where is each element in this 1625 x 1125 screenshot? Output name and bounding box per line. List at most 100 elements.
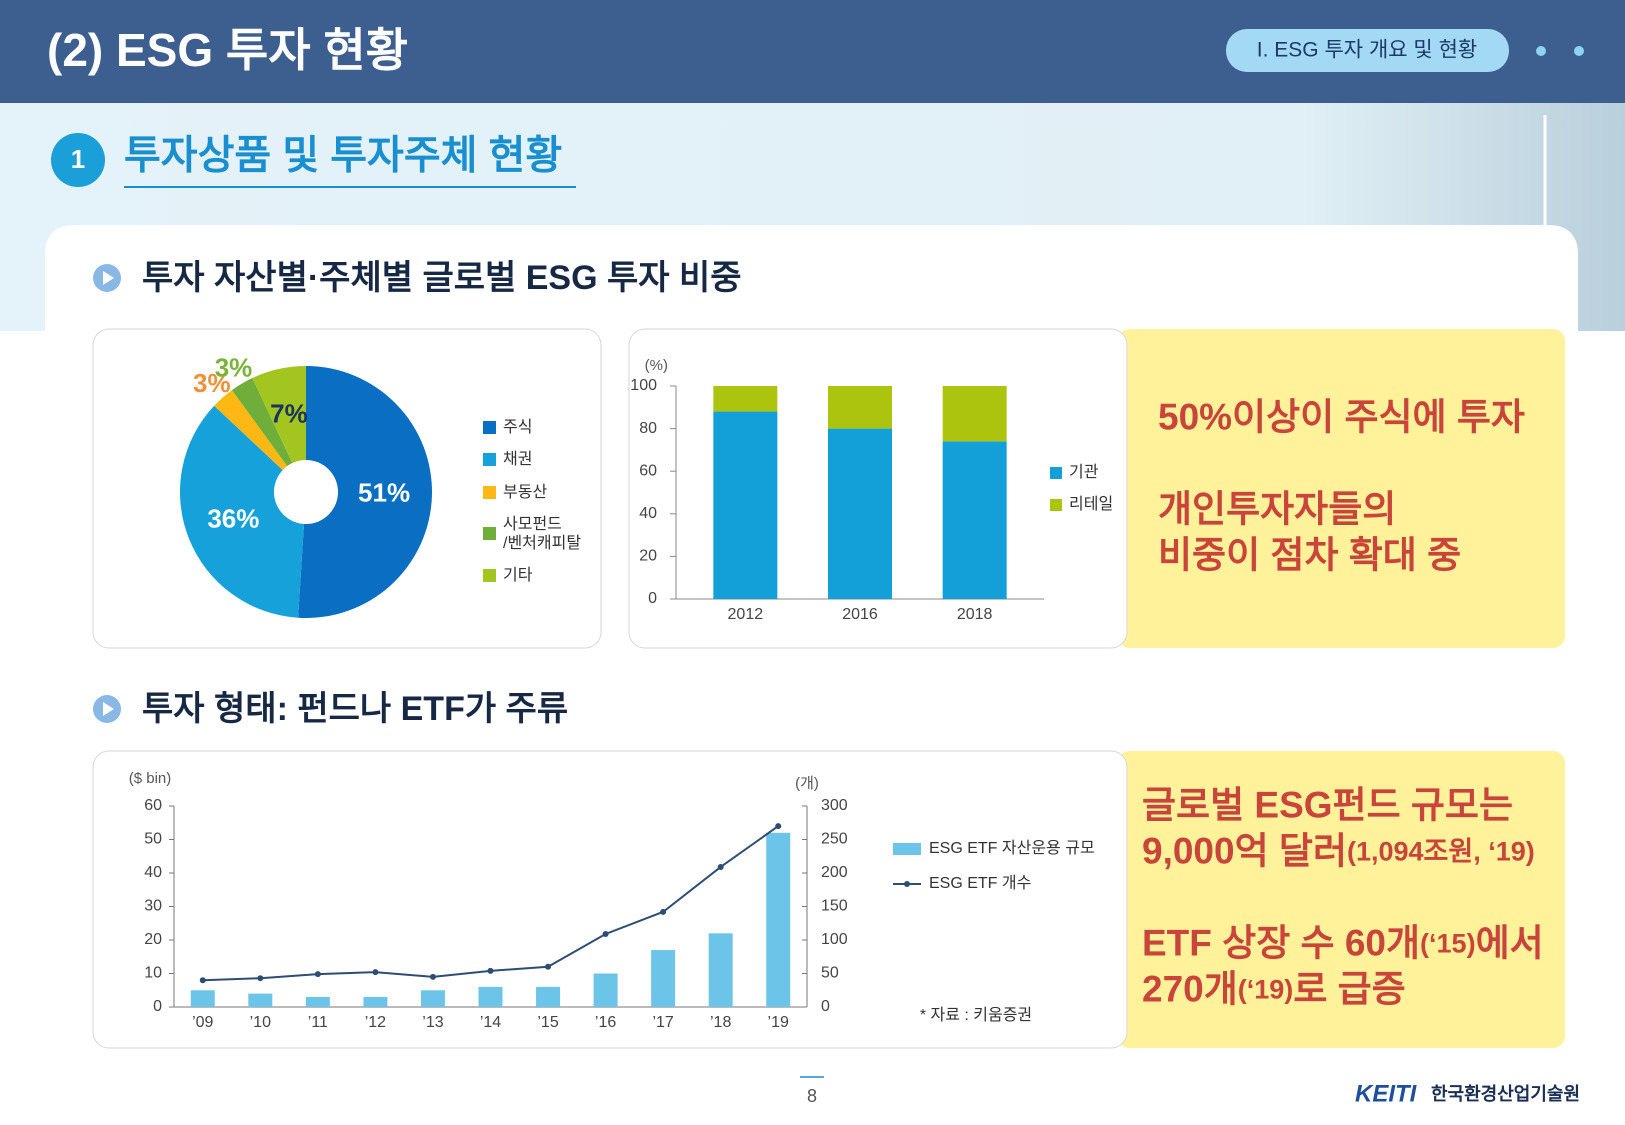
y-tick-label: 30 <box>144 898 162 915</box>
pie-label: 3% <box>193 368 231 398</box>
bar <box>305 996 330 1007</box>
pie-slice <box>231 377 306 492</box>
y-tick-label: 60 <box>144 797 162 814</box>
pie-slice <box>298 366 433 618</box>
bar <box>708 933 733 1007</box>
decor-dot <box>1536 46 1546 56</box>
legend-label: 기타 <box>503 566 533 584</box>
legend-label: ESG ETF 자산운용 규모 <box>929 839 1095 857</box>
y-tick-label: 100 <box>630 377 657 394</box>
subsection-title: 투자 형태: 펀드나 ETF가 주류 <box>142 690 568 728</box>
callout-line: 9,000억 달러(1,094조원, ‘19) <box>1142 830 1535 871</box>
bar-segment <box>713 411 778 599</box>
bar <box>766 832 791 1007</box>
callout-text: (1,094조원, ‘19) <box>1347 837 1535 867</box>
pie-hole <box>274 460 338 524</box>
line-point <box>314 971 321 978</box>
line-point <box>429 973 436 980</box>
bar <box>190 990 215 1007</box>
source-note: * 자료 : 키움증권 <box>920 1006 1032 1024</box>
legend-swatch <box>893 843 921 855</box>
y-tick-label: 0 <box>153 998 162 1015</box>
x-tick-label: ’14 <box>480 1014 501 1031</box>
y-tick-label: 60 <box>639 462 657 479</box>
legend-label: 주식 <box>503 418 532 436</box>
callout-line: 비중이 점차 확대 중 <box>1158 534 1461 575</box>
y-axis-label: (%) <box>645 357 668 374</box>
pie-slice <box>252 366 306 492</box>
y2-tick-label: 250 <box>821 831 848 848</box>
callout-text: 50%이상이 주식에 투자 <box>1158 396 1525 437</box>
line-point <box>257 975 264 982</box>
line-point <box>487 967 494 974</box>
section-number-badge <box>51 133 105 187</box>
callout-text: 에서 <box>1476 922 1544 963</box>
bar-segment <box>713 386 778 412</box>
decor-dot <box>1574 46 1584 56</box>
section-title: 투자상품 및 투자주체 현황 <box>124 134 562 178</box>
subsection-title: 투자 자산별·주체별 글로벌 ESG 투자 비중 <box>142 259 742 297</box>
y-tick-label: 0 <box>648 590 657 607</box>
line-point <box>199 977 206 984</box>
bullet-arrow <box>103 271 114 285</box>
callout-box <box>1118 329 1565 648</box>
legend-label: 리테일 <box>1069 495 1113 513</box>
line-point <box>717 863 724 870</box>
callout-text: ETF 상장 수 60개 <box>1142 922 1420 963</box>
legend-swatch <box>483 527 496 540</box>
x-tick-label: ’18 <box>710 1014 731 1031</box>
y2-tick-label: 0 <box>821 998 830 1015</box>
y2-tick-label: 100 <box>821 931 848 948</box>
x-tick-label: ’09 <box>192 1014 213 1031</box>
callout-text: 로 급증 <box>1293 968 1405 1009</box>
x-tick-label: 2018 <box>957 606 993 623</box>
bar-segment <box>828 386 892 429</box>
bar <box>478 986 503 1007</box>
pie-label: 36% <box>207 504 259 534</box>
bar <box>363 996 388 1007</box>
y-tick-label: 50 <box>144 831 162 848</box>
y-tick-label: 10 <box>144 965 162 982</box>
header-badge <box>1226 29 1509 72</box>
line-point <box>372 969 379 976</box>
y2-tick-label: 50 <box>821 965 839 982</box>
legend-label: ESG ETF 개수 <box>929 874 1031 892</box>
bar <box>248 993 273 1007</box>
callout-text: 270개 <box>1142 968 1238 1009</box>
callout-box <box>1118 751 1565 1048</box>
callout-text: 9,000억 달러 <box>1142 830 1347 871</box>
y-tick-label: 40 <box>144 864 162 881</box>
x-tick-label: ’10 <box>250 1014 271 1031</box>
line-point <box>545 963 552 970</box>
y2-tick-label: 200 <box>821 864 848 881</box>
y2-axis-label: (개) <box>795 775 819 792</box>
x-tick-label: ’11 <box>308 1014 328 1031</box>
callout-text: 글로벌 ESG펀드 규모는 <box>1142 784 1513 825</box>
bar <box>593 973 618 1007</box>
legend-swatch <box>483 453 496 466</box>
legend-label: 사모펀드/벤처캐피탈 <box>503 515 581 552</box>
y-tick-label: 20 <box>639 548 657 565</box>
bar-segment <box>828 428 892 599</box>
pie-label: 3% <box>215 352 253 382</box>
x-tick-label: 2012 <box>728 606 764 623</box>
callout-text: 비중이 점차 확대 중 <box>1158 534 1461 575</box>
legend-label: 기관 <box>1069 463 1099 481</box>
callout-line: 50%이상이 주식에 투자 <box>1158 396 1525 437</box>
line-point <box>775 823 782 830</box>
callout-text: (‘15) <box>1420 929 1476 959</box>
callout-line: 270개(‘19)로 급증 <box>1142 968 1406 1009</box>
page-number: 8 <box>807 1086 817 1106</box>
legend-swatch <box>1050 467 1062 479</box>
x-tick-label: ’19 <box>768 1014 789 1031</box>
bar <box>536 986 561 1007</box>
footer-logo: KEITI <box>1355 1080 1418 1107</box>
x-tick-label: ’15 <box>537 1014 558 1031</box>
callout-text: 개인투자자들의 <box>1158 488 1396 529</box>
header-title: (2) ESG 투자 현황 <box>47 24 408 76</box>
legend-swatch <box>483 421 496 434</box>
pie-slice <box>180 405 306 618</box>
pie-label: 51% <box>358 477 410 507</box>
x-tick-label: 2016 <box>842 606 878 623</box>
